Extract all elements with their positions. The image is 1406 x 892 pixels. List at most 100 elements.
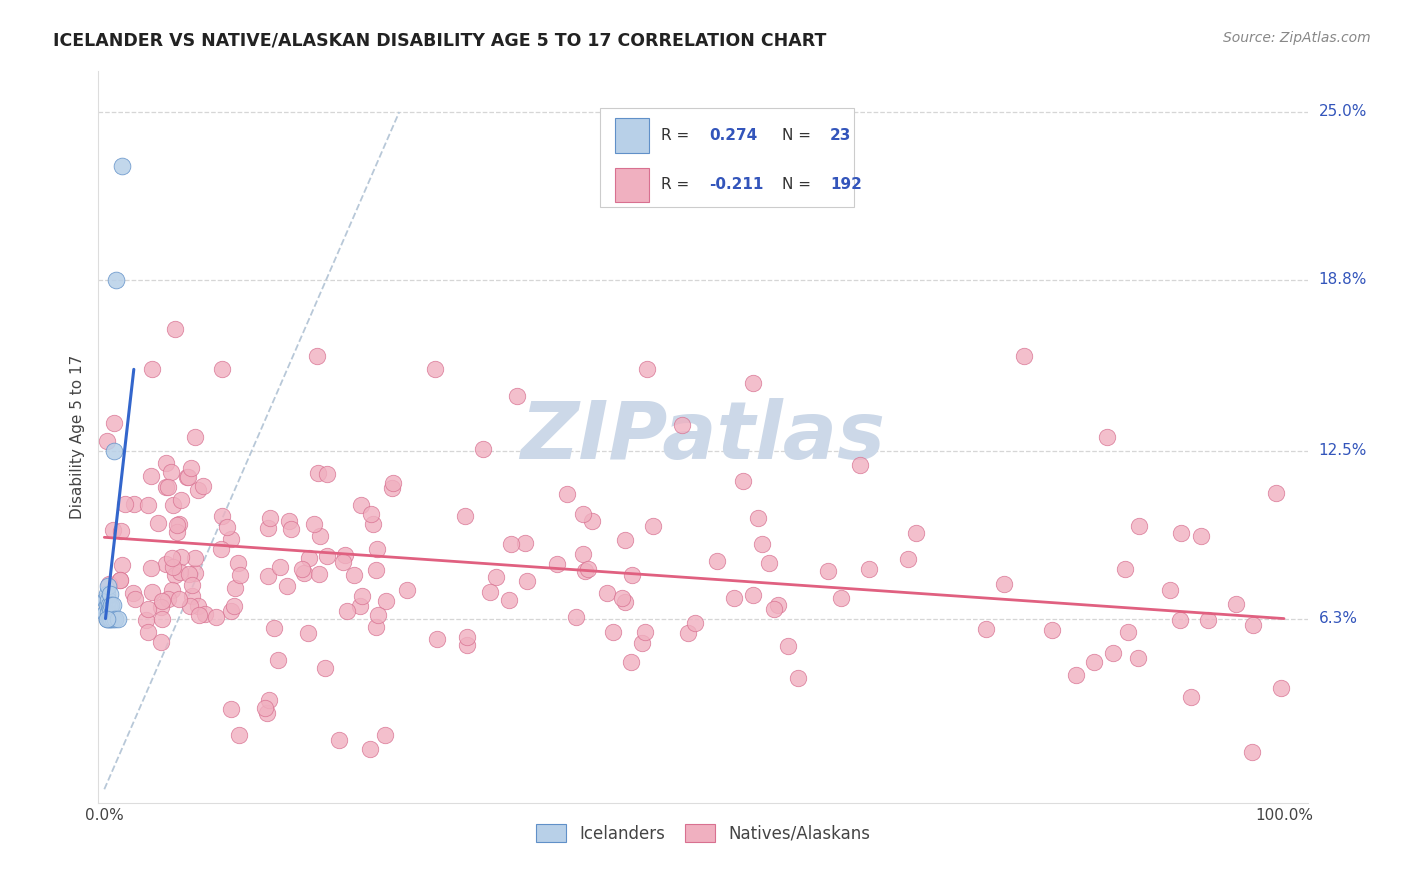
Point: [634, 625, 657, 640]
Point: [162, 498, 184, 512]
Point: [181, 589, 204, 603]
Point: [336, 604, 359, 618]
Point: [157, 592, 180, 607]
Point: [683, 616, 706, 631]
Point: [292, 566, 315, 580]
Point: [104, 611, 127, 625]
Point: [110, 573, 132, 587]
Point: [256, 706, 278, 720]
Point: [257, 569, 280, 583]
Point: [219, 702, 242, 716]
Point: [179, 599, 201, 613]
Point: [160, 583, 183, 598]
Text: 192: 192: [830, 178, 862, 193]
Point: [307, 467, 329, 481]
Point: [787, 671, 810, 685]
Point: [723, 591, 745, 605]
Point: [897, 551, 920, 566]
Text: N =: N =: [782, 128, 815, 143]
Point: [479, 585, 502, 599]
Bar: [614, 119, 648, 153]
Point: [315, 467, 337, 481]
Point: [176, 470, 198, 484]
Bar: [600, 108, 855, 207]
Point: [146, 516, 169, 531]
Point: [671, 418, 693, 433]
Point: [138, 602, 160, 616]
Point: [1114, 562, 1136, 576]
Text: Source: ZipAtlas.com: Source: ZipAtlas.com: [1223, 31, 1371, 45]
Point: [565, 610, 588, 624]
Point: [335, 548, 357, 562]
Point: [107, 611, 129, 625]
Point: [211, 362, 233, 376]
Point: [94, 592, 117, 607]
Point: [156, 480, 179, 494]
Point: [98, 576, 121, 591]
Point: [96, 598, 118, 612]
Point: [1128, 518, 1150, 533]
Point: [766, 598, 789, 612]
Point: [263, 621, 285, 635]
Point: [456, 630, 478, 644]
Point: [382, 475, 405, 490]
Point: [228, 728, 250, 742]
Point: [456, 638, 478, 652]
Point: [308, 567, 330, 582]
Point: [1170, 526, 1192, 541]
Point: [167, 592, 190, 607]
Point: [1189, 529, 1212, 543]
Point: [614, 533, 637, 547]
Point: [359, 741, 381, 756]
Point: [224, 599, 246, 614]
Point: [149, 635, 172, 649]
Point: [177, 567, 200, 582]
Legend: Icelanders, Natives/Alaskans: Icelanders, Natives/Alaskans: [529, 818, 877, 849]
Point: [219, 604, 242, 618]
Y-axis label: Disability Age 5 to 17: Disability Age 5 to 17: [70, 355, 86, 519]
Point: [1014, 349, 1036, 363]
Point: [155, 557, 177, 571]
Point: [315, 549, 337, 563]
Point: [374, 728, 396, 742]
Point: [610, 591, 633, 606]
Point: [395, 583, 418, 598]
Point: [96, 587, 118, 601]
Point: [364, 620, 387, 634]
Point: [993, 577, 1015, 591]
Point: [858, 562, 880, 576]
Text: 25.0%: 25.0%: [1319, 104, 1367, 120]
Point: [276, 579, 298, 593]
Point: [574, 564, 596, 578]
Point: [1270, 681, 1292, 696]
Point: [328, 733, 350, 747]
Point: [976, 622, 998, 636]
Point: [101, 598, 124, 612]
Point: [630, 635, 652, 649]
Point: [367, 608, 389, 623]
Point: [101, 611, 124, 625]
Bar: [614, 168, 648, 202]
Point: [97, 592, 120, 607]
Point: [366, 542, 388, 557]
Point: [100, 611, 122, 625]
Point: [98, 600, 121, 615]
Point: [557, 486, 579, 500]
Point: [305, 349, 328, 363]
Point: [304, 517, 326, 532]
Point: [187, 599, 209, 613]
Point: [209, 541, 232, 556]
Point: [676, 626, 699, 640]
Point: [830, 591, 852, 605]
Point: [849, 458, 872, 473]
Point: [343, 568, 366, 582]
Point: [162, 560, 184, 574]
Point: [170, 493, 193, 508]
Point: [1116, 625, 1139, 640]
Point: [581, 514, 603, 528]
Point: [426, 632, 449, 647]
Point: [257, 693, 280, 707]
Point: [360, 507, 382, 521]
Text: R =: R =: [661, 128, 693, 143]
Point: [1159, 583, 1181, 598]
